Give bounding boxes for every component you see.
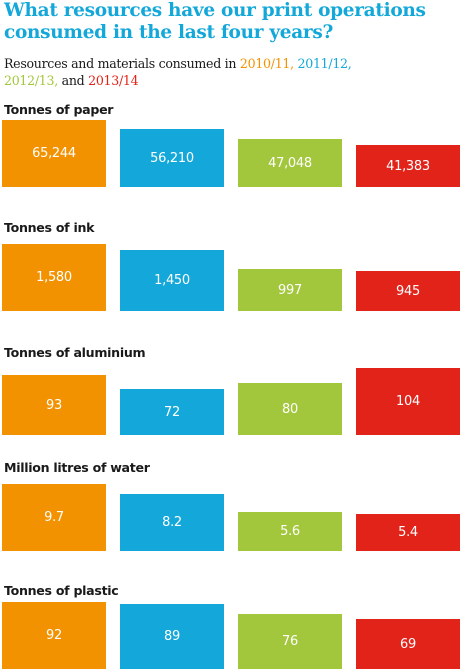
bar-value-label: 92 [46,628,62,643]
bar-value-label: 1,580 [36,270,72,285]
bar-value-label: 76 [282,634,298,649]
bar-aluminium-2011-12: 72 [120,389,224,435]
bar-value-label: 41,383 [386,158,430,174]
bar-ink-2012-13: 997 [238,269,342,311]
bar-value-label: 47,048 [268,155,312,171]
bar-value-label: 104 [396,394,420,409]
bar-water-2012-13: 5.6 [238,512,342,551]
subtitle-year-2011: 2011/12, [297,56,352,71]
bar-value-label: 56,210 [150,150,194,166]
bar-ink-2013-14: 945 [356,271,460,311]
bar-plastic-2013-14: 69 [356,619,460,669]
bar-value-label: 945 [396,283,420,299]
subtitle-year-2012: 2012/13, [4,72,58,88]
bar-aluminium-2012-13: 80 [238,383,342,435]
chart-title-line-2: consumed in the last four years? [4,22,334,43]
bar-value-label: 997 [278,282,302,298]
panel-title-ink: Tonnes of ink [4,220,95,235]
subtitle-and: and [57,72,89,88]
bar-water-2013-14: 5.4 [356,514,460,551]
bar-plastic-2010-11: 92 [2,602,106,669]
panel-title-paper: Tonnes of paper [4,102,114,117]
bar-value-label: 89 [164,629,180,644]
bar-value-label: 9.7 [44,510,64,525]
panel-title-aluminium: Tonnes of aluminium [4,345,146,360]
chart-title-line-1: What resources have our print operations [4,0,426,21]
bar-water-2011-12: 8.2 [120,494,224,551]
panel-title-water: Million litres of water [4,460,150,475]
bar-value-label: 72 [164,404,180,420]
subtitle-year-2010: 2010/11, [239,56,294,71]
bar-ink-2011-12: 1,450 [120,250,224,311]
bar-value-label: 65,244 [32,146,76,161]
chart-title: What resources have our print operations… [4,0,460,44]
bar-value-label: 69 [400,636,416,652]
bar-ink-2010-11: 1,580 [2,244,106,311]
bar-value-label: 8.2 [162,515,182,530]
bar-value-label: 5.6 [280,524,300,539]
subtitle-text: Resources and materials consumed in [4,56,240,71]
subtitle-year-2013: 2013/14 [88,72,139,88]
bar-paper-2011-12: 56,210 [120,129,224,187]
panel-title-plastic: Tonnes of plastic [4,583,119,598]
bar-aluminium-2010-11: 93 [2,375,106,435]
bar-water-2010-11: 9.7 [2,484,106,551]
bar-value-label: 1,450 [154,273,190,288]
bar-plastic-2011-12: 89 [120,604,224,669]
bar-paper-2010-11: 65,244 [2,120,106,187]
bar-paper-2012-13: 47,048 [238,139,342,187]
bar-paper-2013-14: 41,383 [356,145,460,187]
chart-subtitle: Resources and materials consumed in 2010… [4,56,460,89]
bar-plastic-2012-13: 76 [238,614,342,669]
bar-value-label: 93 [46,397,62,413]
bar-value-label: 80 [282,401,298,417]
bar-value-label: 5.4 [398,525,418,540]
bar-aluminium-2013-14: 104 [356,368,460,435]
